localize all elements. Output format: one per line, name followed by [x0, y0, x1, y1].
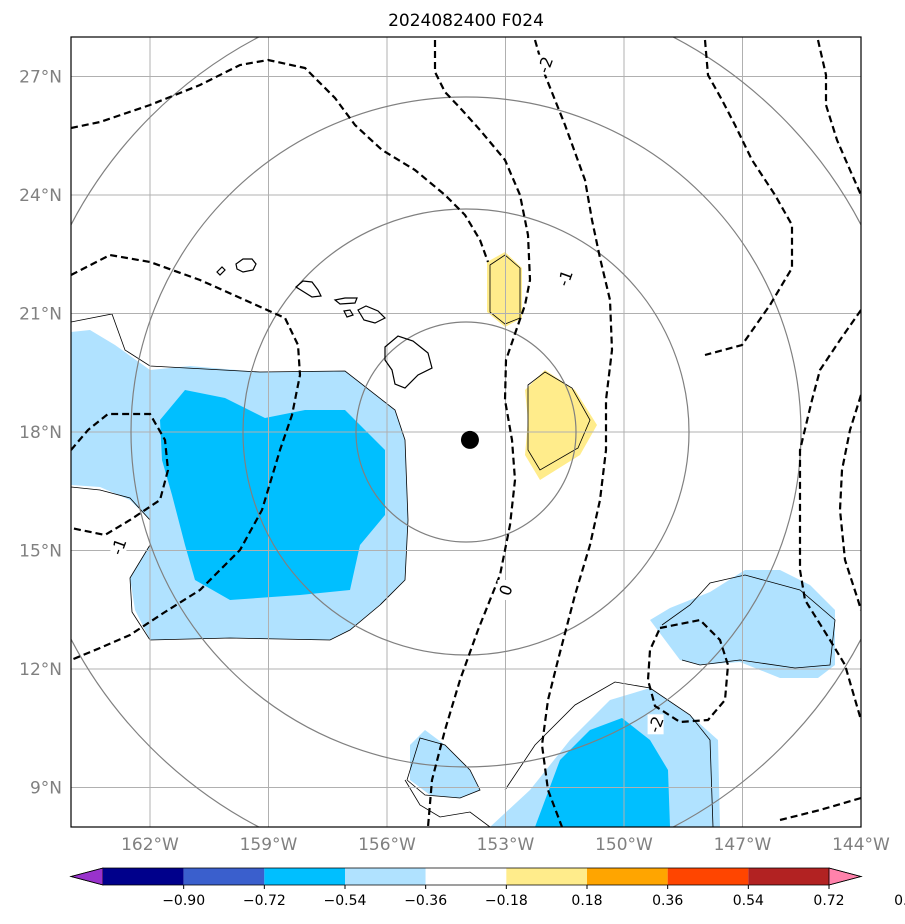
island-maui: [357, 305, 387, 324]
colorbar-segment: [667, 868, 749, 885]
colorbar-label: 0.72: [813, 893, 844, 909]
contour-east-far: [838, 394, 861, 611]
island-niihau: [216, 266, 226, 276]
lon-tick-label: 153°W: [477, 835, 535, 855]
contour-minus2-loop: [646, 618, 730, 724]
contour-southeast: [779, 796, 861, 822]
lat-tick-label: 12°N: [19, 660, 62, 680]
lat-tick-label: 9°N: [30, 779, 62, 799]
contour-minus1-west: [71, 253, 302, 662]
lon-tick-label: 144°W: [832, 835, 890, 855]
contour-minus2-west: [71, 58, 490, 263]
contour-label: -2: [644, 714, 667, 735]
shading-yellow: [487, 252, 597, 480]
shade-yellow-north: [487, 252, 522, 327]
plot-area: -2-10-1-2: [71, 37, 861, 827]
colorbar-segment: [425, 868, 507, 885]
colorbar-label: 0.36: [652, 893, 683, 909]
colorbar-segment: [506, 868, 587, 885]
map-title: 2024082400 F024: [388, 11, 544, 31]
colorbar-segment: [587, 868, 668, 885]
lon-tick-label: 150°W: [595, 835, 653, 855]
lat-tick-label: 27°N: [19, 68, 62, 88]
axis-tick-labels: 162°W 159°W 156°W 153°W 150°W 147°W 144°W 27°N 2…: [19, 68, 890, 856]
dashed-contours: [71, 39, 861, 827]
island-kauai: [235, 258, 257, 273]
contour-labels: -2-10-1-2: [107, 54, 668, 735]
island-hawaii: [384, 335, 433, 389]
shade-yellow-east: [525, 370, 597, 480]
lat-tick-label: 18°N: [19, 423, 62, 443]
contour-label-gap: [110, 536, 127, 557]
colorbar-label: −0.18: [485, 893, 528, 909]
colorbar-segment: [183, 868, 265, 885]
colorbar-segment: [103, 868, 184, 885]
contour-label: -2: [534, 54, 557, 75]
contour-label-gap: [647, 714, 664, 735]
shade-southwest-islet-light: [410, 730, 480, 798]
lon-tick-label: 156°W: [358, 835, 416, 855]
island-molokai: [333, 297, 358, 305]
coastlines: [216, 258, 433, 389]
colorbar-label: −0.36: [404, 893, 447, 909]
lat-tick-label: 15°N: [19, 542, 62, 562]
ring-3: [130, 96, 802, 768]
contour-label-gap: [537, 54, 553, 75]
colorbar-outline: [69, 867, 863, 886]
colorbar-segment: [748, 868, 829, 885]
ring-2: [242, 208, 690, 656]
contour-zero: [426, 40, 532, 827]
lon-tick-label: 159°W: [240, 835, 298, 855]
colorbar-extend-low: [69, 867, 104, 886]
lat-tick-label: 24°N: [19, 186, 62, 206]
graticule: [71, 37, 861, 827]
distance-rings: [71, 37, 861, 827]
contour-minus1-small: [71, 412, 170, 537]
shade-west-deep: [160, 390, 385, 600]
colorbar-segment: [264, 868, 345, 885]
storm-center-marker: [460, 430, 479, 449]
island-oahu: [294, 280, 322, 298]
colorbar-label: −0.90: [162, 893, 205, 909]
contour-minus1-east: [533, 39, 614, 827]
island-lanai: [343, 309, 354, 318]
colorbar-label: 0.54: [733, 893, 764, 909]
colorbar-label: −0.72: [243, 893, 286, 909]
lon-tick-label: 162°W: [121, 835, 179, 855]
colorbar-label: 0.90: [894, 893, 905, 909]
colorbar-label: 0.18: [571, 893, 602, 909]
contour-label-gap: [556, 267, 573, 288]
plot-frame: [70, 36, 862, 828]
ring-1: [355, 321, 577, 543]
shade-south-deep: [535, 718, 670, 827]
colorbar-extend-high: [828, 867, 863, 886]
lat-tick-label: 21°N: [19, 305, 62, 325]
contour-label: -1: [107, 536, 130, 557]
colorbar: −0.90 −0.72 −0.54 −0.36 −0.18 0.18 0.36 0.54 0.7…: [69, 867, 905, 909]
contour-label-gap: [497, 580, 514, 600]
shading-deep-blue: [160, 390, 670, 827]
colorbar-segment: [345, 868, 426, 885]
contour-label: -1: [554, 267, 577, 288]
colorbar-label: −0.54: [324, 893, 367, 909]
contour-minus2-east: [703, 39, 794, 357]
lon-tick-label: 147°W: [714, 835, 772, 855]
contour-east: [798, 309, 861, 721]
